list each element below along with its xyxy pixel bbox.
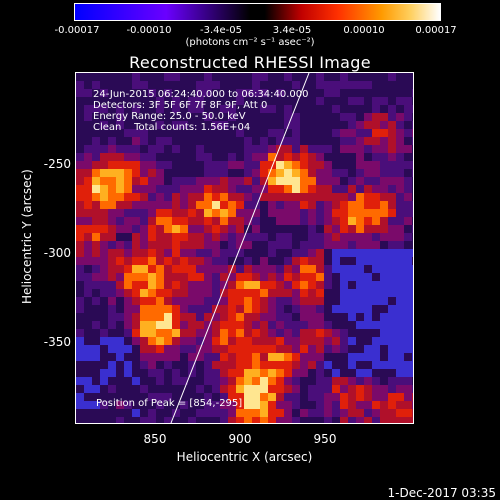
heatmap-image: [76, 73, 413, 423]
colorbar-tick: 0.00017: [415, 25, 457, 36]
info-energy-range: Energy Range: 25.0 - 50.0 keV: [93, 111, 246, 122]
colorbar-tick: -3.4e-05: [200, 25, 242, 36]
image-title: Reconstructed RHESSI Image: [129, 53, 371, 72]
colorbar-units: (photons cm⁻² s⁻¹ asec⁻²): [185, 37, 315, 48]
y-axis-label: Heliocentric Y (arcsec): [20, 169, 34, 304]
colorbar-tick: -0.00017: [54, 25, 100, 36]
y-tick-label: -250: [43, 157, 71, 171]
limb-line: [170, 73, 310, 423]
y-tick-label: -350: [43, 335, 71, 349]
info-clean-counts: Clean Total counts: 1.56E+04: [93, 122, 251, 133]
colorbar-tick: 0.00010: [343, 25, 385, 36]
x-tick-label: 950: [313, 432, 337, 446]
y-tick-label: -300: [43, 246, 71, 260]
x-axis-label: Heliocentric X (arcsec): [176, 450, 313, 464]
x-tick-label: 900: [228, 432, 252, 446]
info-detectors: Detectors: 3F 5F 6F 7F 8F 9F, Att 0: [93, 100, 268, 111]
rhessi-image-plot[interactable]: [75, 72, 414, 424]
footer-date: 1-Dec-2017 03:35: [387, 486, 496, 500]
colorbar: [74, 3, 441, 21]
colorbar-tick: 3.4e-05: [272, 25, 312, 36]
colorbar-tick: -0.00010: [126, 25, 172, 36]
info-time-range: 24-Jun-2015 06:24:40.000 to 06:34:40.000: [93, 89, 309, 100]
peak-position: Position of Peak = [854,-295]: [96, 398, 243, 409]
x-tick-label: 850: [143, 432, 167, 446]
